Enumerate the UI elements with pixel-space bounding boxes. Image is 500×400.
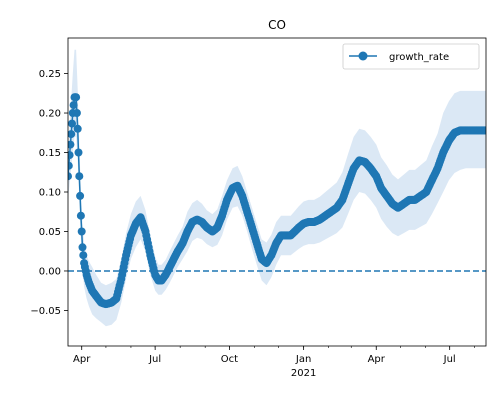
x-axis: Apr Jul Oct Jan 2021 Apr Jul bbox=[73, 346, 476, 379]
data-point bbox=[68, 119, 76, 128]
data-point bbox=[68, 151, 74, 160]
y-tick-label: 0.00 bbox=[39, 266, 61, 277]
data-point bbox=[482, 126, 486, 135]
y-axis: −0.05 0.00 0.05 0.10 0.15 0.20 0.25 bbox=[30, 69, 68, 317]
legend-box bbox=[342, 43, 480, 70]
growth-rate-points bbox=[68, 93, 486, 309]
x-tick-label: Jul bbox=[148, 354, 161, 365]
x-tick-label: Apr bbox=[73, 354, 91, 365]
legend-marker-swatch bbox=[358, 51, 368, 61]
x-tick-label: Jul bbox=[443, 354, 456, 365]
data-point bbox=[74, 148, 83, 157]
confidence-band bbox=[68, 49, 486, 327]
x-tick-label: Jan bbox=[295, 354, 311, 365]
data-point bbox=[72, 109, 81, 117]
data-point bbox=[68, 140, 75, 149]
y-tick-label: 0.10 bbox=[39, 188, 61, 199]
data-point bbox=[68, 172, 72, 181]
data-point bbox=[68, 130, 76, 139]
data-point bbox=[72, 93, 81, 102]
x-tick-sublabel: 2021 bbox=[291, 368, 316, 379]
data-point bbox=[78, 243, 87, 252]
chart-title: CO bbox=[268, 18, 286, 32]
x-tick-label: Apr bbox=[368, 354, 386, 365]
data-point bbox=[68, 161, 73, 170]
data-point bbox=[76, 191, 85, 200]
y-tick-label: 0.20 bbox=[39, 109, 61, 120]
data-point bbox=[69, 101, 78, 110]
y-tick-label: 0.05 bbox=[39, 227, 61, 238]
data-point bbox=[79, 251, 88, 260]
data-point bbox=[73, 124, 82, 133]
data-point bbox=[76, 211, 85, 220]
data-point bbox=[75, 172, 84, 181]
y-tick-label: −0.05 bbox=[30, 306, 61, 317]
y-tick-label: 0.15 bbox=[39, 148, 61, 159]
y-tick-label: 0.25 bbox=[39, 69, 61, 80]
x-tick-label: Oct bbox=[221, 354, 238, 365]
legend: growth_rate bbox=[342, 43, 480, 70]
legend-label: growth_rate bbox=[389, 52, 449, 63]
data-point bbox=[77, 227, 86, 236]
